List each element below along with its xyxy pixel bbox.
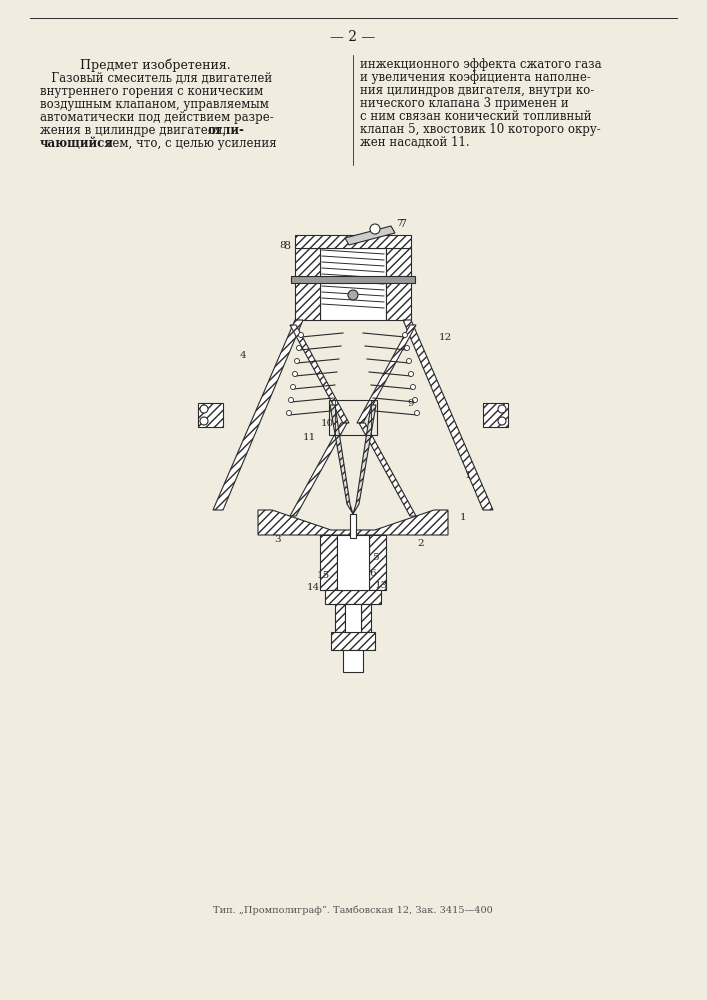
Text: 8: 8 <box>283 241 290 251</box>
Text: 2: 2 <box>418 538 424 548</box>
Polygon shape <box>331 632 375 650</box>
Text: автоматически под действием разре-: автоматически под действием разре- <box>40 111 274 124</box>
Text: инжекционного эффекта сжатого газа: инжекционного эффекта сжатого газа <box>360 58 602 71</box>
Circle shape <box>498 417 506 425</box>
Polygon shape <box>295 235 411 248</box>
Text: нического клапана 3 применен и: нического клапана 3 применен и <box>360 97 568 110</box>
Bar <box>329 400 377 435</box>
Text: Газовый смеситель для двигателей: Газовый смеситель для двигателей <box>40 72 272 85</box>
Text: чающийся: чающийся <box>40 137 114 150</box>
Bar <box>337 535 369 590</box>
Text: тем, что, с целью усиления: тем, что, с целью усиления <box>102 137 276 150</box>
Text: 4: 4 <box>240 351 246 360</box>
Circle shape <box>404 346 409 351</box>
Polygon shape <box>330 405 353 514</box>
Bar <box>291 276 415 283</box>
Circle shape <box>370 224 380 234</box>
Bar <box>350 514 356 538</box>
Circle shape <box>414 410 419 416</box>
Polygon shape <box>198 403 223 427</box>
Text: 6: 6 <box>370 568 376 578</box>
Polygon shape <box>335 604 345 632</box>
Circle shape <box>409 371 414 376</box>
Circle shape <box>293 371 298 376</box>
Circle shape <box>200 405 208 413</box>
Text: 13: 13 <box>375 582 387 590</box>
Polygon shape <box>353 405 376 514</box>
Polygon shape <box>359 423 416 516</box>
Circle shape <box>498 405 506 413</box>
Polygon shape <box>369 535 386 590</box>
Text: воздушным клапаном, управляемым: воздушным клапаном, управляемым <box>40 98 269 111</box>
Text: 8: 8 <box>280 241 286 250</box>
Text: с ним связан конический топливный: с ним связан конический топливный <box>360 110 592 123</box>
Bar <box>345 604 361 632</box>
Text: 11: 11 <box>303 432 315 442</box>
Circle shape <box>296 346 301 351</box>
Text: 1: 1 <box>460 514 467 522</box>
Text: 1: 1 <box>464 471 472 480</box>
Polygon shape <box>320 535 337 590</box>
Circle shape <box>291 384 296 389</box>
Text: 10: 10 <box>320 418 334 428</box>
Circle shape <box>411 384 416 389</box>
Polygon shape <box>258 510 448 535</box>
Circle shape <box>288 397 293 402</box>
Circle shape <box>412 397 418 402</box>
Polygon shape <box>361 604 371 632</box>
Text: Предмет изобретения.: Предмет изобретения. <box>80 58 230 72</box>
Text: Тип. „Промполиграф“. Тамбовская 12, Зак. 3415—400: Тип. „Промполиграф“. Тамбовская 12, Зак.… <box>213 905 493 915</box>
Circle shape <box>348 290 358 300</box>
Text: и увеличения коэфициента наполне-: и увеличения коэфициента наполне- <box>360 71 591 84</box>
Text: внутреннего горения с коническим: внутреннего горения с коническим <box>40 85 263 98</box>
Text: 15: 15 <box>316 570 329 580</box>
Polygon shape <box>345 226 395 245</box>
Polygon shape <box>357 325 416 423</box>
Polygon shape <box>295 248 320 320</box>
Text: 7: 7 <box>399 219 406 229</box>
Circle shape <box>200 417 208 425</box>
Text: жения в цилиндре двигателя,: жения в цилиндре двигателя, <box>40 124 230 137</box>
Text: отли-: отли- <box>208 124 245 137</box>
Circle shape <box>295 359 300 363</box>
Polygon shape <box>483 403 508 427</box>
Text: ния цилиндров двигателя, внутри ко-: ния цилиндров двигателя, внутри ко- <box>360 84 595 97</box>
Text: 3: 3 <box>275 536 281 544</box>
Polygon shape <box>290 325 349 423</box>
Bar <box>343 650 363 672</box>
Text: 14: 14 <box>306 584 320 592</box>
Text: 5: 5 <box>372 552 378 562</box>
Text: 12: 12 <box>438 334 452 342</box>
Polygon shape <box>213 320 303 510</box>
Text: 9: 9 <box>408 398 414 408</box>
Text: жен насадкой 11.: жен насадкой 11. <box>360 136 469 149</box>
Polygon shape <box>325 590 381 604</box>
Circle shape <box>298 332 303 338</box>
Circle shape <box>286 410 291 416</box>
Circle shape <box>402 332 407 338</box>
Text: — 2 —: — 2 — <box>330 30 375 44</box>
Polygon shape <box>386 248 411 320</box>
Bar <box>320 248 386 320</box>
Polygon shape <box>290 423 347 516</box>
Text: 7: 7 <box>396 220 402 229</box>
Polygon shape <box>403 320 493 510</box>
Circle shape <box>407 359 411 363</box>
Text: клапан 5, хвостовик 10 которого окру-: клапан 5, хвостовик 10 которого окру- <box>360 123 601 136</box>
